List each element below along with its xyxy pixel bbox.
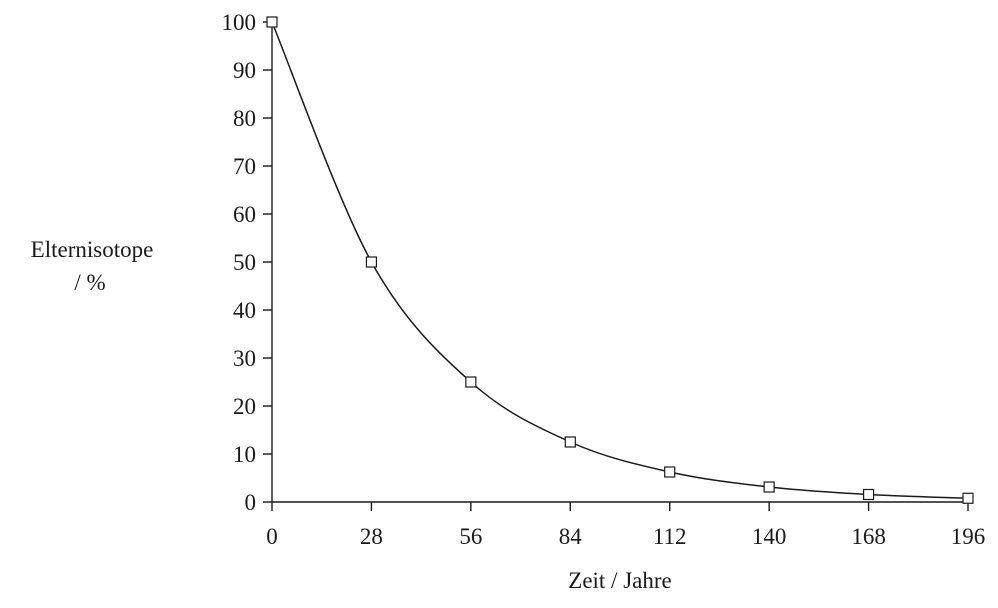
y-tick-label: 10 [233, 442, 256, 467]
y-tick-label: 90 [233, 58, 256, 83]
y-axis-title-line2: / % [74, 270, 105, 295]
data-point-marker [962, 492, 974, 504]
x-tick-label: 56 [459, 524, 482, 549]
y-tick-label: 0 [245, 490, 257, 515]
x-tick-label: 168 [851, 524, 886, 549]
y-axis-title-line1: Elternisotope [31, 237, 154, 262]
data-point-marker [664, 466, 676, 478]
x-tick-label: 28 [360, 524, 383, 549]
x-tick-label: 84 [559, 524, 583, 549]
x-tick-label: 0 [266, 524, 278, 549]
x-tick-label: 112 [653, 524, 687, 549]
y-tick-label: 60 [233, 202, 256, 227]
y-tick-label: 40 [233, 298, 256, 323]
data-point-marker [763, 481, 775, 493]
data-point-marker [465, 376, 477, 388]
x-axis-title: Zeit / Jahre [568, 568, 671, 593]
data-point-marker [862, 488, 875, 501]
y-tick-label: 20 [233, 394, 256, 419]
data-point-marker [266, 16, 278, 28]
data-markers [266, 16, 974, 504]
y-tick-label: 80 [233, 106, 256, 131]
data-point-marker [564, 436, 576, 448]
data-point-marker [365, 256, 378, 268]
y-tick-label: 100 [222, 10, 257, 35]
x-tick-label: 196 [951, 524, 986, 549]
y-tick-label: 50 [233, 250, 256, 275]
x-ticks: 0 28 56 84 112 140 168 196 [266, 502, 985, 549]
y-tick-label: 70 [233, 154, 256, 179]
x-tick-label: 140 [752, 524, 787, 549]
y-ticks: 0 10 20 30 40 50 60 70 80 90 100 [222, 10, 272, 515]
y-tick-label: 30 [233, 346, 256, 371]
